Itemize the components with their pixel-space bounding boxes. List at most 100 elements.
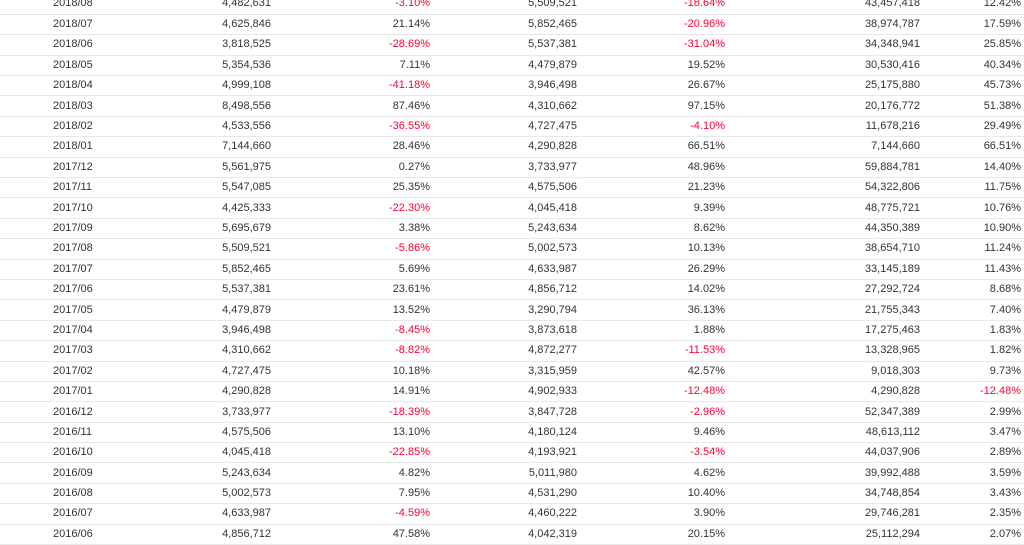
table-row: 2017/11 5,547,085 25.35% 4,575,506 21.23% 54,… (0, 177, 1024, 199)
cumulative-revenue-cell: 30,530,416 (728, 55, 923, 77)
cumulative-change-cell: 2.35% (923, 503, 1024, 525)
month-cell: 2016/11 (0, 422, 101, 444)
mom-change-cell: 13.52% (274, 299, 433, 321)
mom-change-cell: 3.38% (274, 218, 433, 240)
month-cell: 2018/04 (0, 75, 101, 97)
last-year-revenue-cell: 5,011,980 (433, 462, 580, 484)
mom-change-cell: -18.39% (274, 401, 433, 423)
table-row: 2017/09 5,695,679 3.38% 5,243,634 8.62% 44,35… (0, 218, 1024, 240)
revenue-cell: 4,633,987 (101, 503, 274, 525)
cumulative-change-cell: 3.47% (923, 422, 1024, 444)
table-row: 2016/11 4,575,506 13.10% 4,180,124 9.46% 48,6… (0, 422, 1024, 444)
cumulative-change-cell: 1.83% (923, 320, 1024, 342)
revenue-cell: 5,695,679 (101, 218, 274, 240)
cumulative-revenue-cell: 20,176,772 (728, 95, 923, 117)
last-year-revenue-cell: 4,460,222 (433, 503, 580, 525)
month-cell: 2017/12 (0, 157, 101, 179)
mom-change-cell: -22.30% (274, 197, 433, 219)
mom-change-cell: -3.10% (274, 0, 433, 15)
cumulative-change-cell: 2.99% (923, 401, 1024, 423)
month-cell: 2017/09 (0, 218, 101, 240)
month-cell: 2018/02 (0, 116, 101, 138)
cumulative-change-cell: 3.59% (923, 462, 1024, 484)
table-row: 2018/07 4,625,846 21.14% 5,852,465 -20.96% 38… (0, 14, 1024, 36)
yoy-change-cell: -3.54% (580, 442, 728, 464)
yoy-change-cell: 1.88% (580, 320, 728, 342)
month-cell: 2018/07 (0, 14, 101, 36)
cumulative-change-cell: 14.40% (923, 157, 1024, 179)
month-cell: 2016/09 (0, 462, 101, 484)
month-cell: 2016/10 (0, 442, 101, 464)
month-cell: 2016/06 (0, 524, 101, 545)
last-year-revenue-cell: 5,243,634 (433, 218, 580, 240)
last-year-revenue-cell: 5,002,573 (433, 238, 580, 260)
table-row: 2017/08 5,509,521 -5.86% 5,002,573 10.13% 38,… (0, 238, 1024, 260)
last-year-revenue-cell: 4,856,712 (433, 279, 580, 301)
cumulative-change-cell: 11.43% (923, 259, 1024, 280)
cumulative-change-cell: 51.38% (923, 95, 1024, 117)
cumulative-revenue-cell: 38,654,710 (728, 238, 923, 260)
last-year-revenue-cell: 4,479,879 (433, 55, 580, 77)
cumulative-revenue-cell: 9,018,303 (728, 361, 923, 382)
mom-change-cell: 47.58% (274, 524, 433, 545)
cumulative-revenue-cell: 34,348,941 (728, 34, 923, 56)
yoy-change-cell: 26.29% (580, 259, 728, 280)
yoy-change-cell: 48.96% (580, 157, 728, 179)
revenue-cell: 5,547,085 (101, 177, 274, 199)
cumulative-revenue-cell: 43,457,418 (728, 0, 923, 15)
month-cell: 2016/12 (0, 401, 101, 423)
mom-change-cell: -28.69% (274, 34, 433, 56)
mom-change-cell: 10.18% (274, 361, 433, 382)
table-row: 2017/05 4,479,879 13.52% 3,290,794 36.13% 21,… (0, 299, 1024, 321)
revenue-cell: 4,482,631 (101, 0, 274, 15)
yoy-change-cell: -4.10% (580, 116, 728, 138)
cumulative-revenue-cell: 52,347,389 (728, 401, 923, 423)
cumulative-change-cell: 40.34% (923, 55, 1024, 77)
month-cell: 2017/05 (0, 299, 101, 321)
month-cell: 2016/08 (0, 483, 101, 505)
yoy-change-cell: 19.52% (580, 55, 728, 77)
cumulative-revenue-cell: 48,775,721 (728, 197, 923, 219)
table-row: 2018/06 3,818,525 -28.69% 5,537,381 -31.04% 3… (0, 34, 1024, 56)
last-year-revenue-cell: 4,310,662 (433, 95, 580, 117)
cumulative-change-cell: 29.49% (923, 116, 1024, 138)
cumulative-revenue-cell: 21,755,343 (728, 299, 923, 321)
month-cell: 2018/06 (0, 34, 101, 56)
revenue-cell: 5,852,465 (101, 259, 274, 280)
table-row: 2018/05 5,354,536 7.11% 4,479,879 19.52% 30,5… (0, 55, 1024, 77)
yoy-change-cell: 8.62% (580, 218, 728, 240)
last-year-revenue-cell: 4,902,933 (433, 381, 580, 403)
cumulative-change-cell: 2.89% (923, 442, 1024, 464)
cumulative-revenue-cell: 38,974,787 (728, 14, 923, 36)
month-cell: 2018/01 (0, 136, 101, 158)
mom-change-cell: 87.46% (274, 95, 433, 117)
yoy-change-cell: 14.02% (580, 279, 728, 301)
cumulative-revenue-cell: 17,275,463 (728, 320, 923, 342)
cumulative-revenue-cell: 44,037,906 (728, 442, 923, 464)
month-cell: 2017/11 (0, 177, 101, 199)
month-cell: 2017/02 (0, 361, 101, 382)
month-cell: 2016/07 (0, 503, 101, 525)
revenue-cell: 4,045,418 (101, 442, 274, 464)
cumulative-revenue-cell: 4,290,828 (728, 381, 923, 403)
cumulative-revenue-cell: 33,145,189 (728, 259, 923, 280)
last-year-revenue-cell: 4,872,277 (433, 340, 580, 362)
cumulative-change-cell: 11.75% (923, 177, 1024, 199)
revenue-cell: 4,310,662 (101, 340, 274, 362)
revenue-cell: 4,625,846 (101, 14, 274, 36)
table-row: 2016/09 5,243,634 4.82% 5,011,980 4.62% 39,99… (0, 462, 1024, 484)
mom-change-cell: 5.69% (274, 259, 433, 280)
mom-change-cell: 25.35% (274, 177, 433, 199)
yoy-change-cell: 9.46% (580, 422, 728, 444)
yoy-change-cell: 4.62% (580, 462, 728, 484)
month-cell: 2017/06 (0, 279, 101, 301)
cumulative-revenue-cell: 7,144,660 (728, 136, 923, 158)
revenue-cell: 3,946,498 (101, 320, 274, 342)
cumulative-change-cell: 25.85% (923, 34, 1024, 56)
last-year-revenue-cell: 4,180,124 (433, 422, 580, 444)
month-cell: 2018/08 (0, 0, 101, 15)
month-cell: 2017/01 (0, 381, 101, 403)
cumulative-revenue-cell: 59,884,781 (728, 157, 923, 179)
revenue-cell: 4,575,506 (101, 422, 274, 444)
month-cell: 2017/03 (0, 340, 101, 362)
